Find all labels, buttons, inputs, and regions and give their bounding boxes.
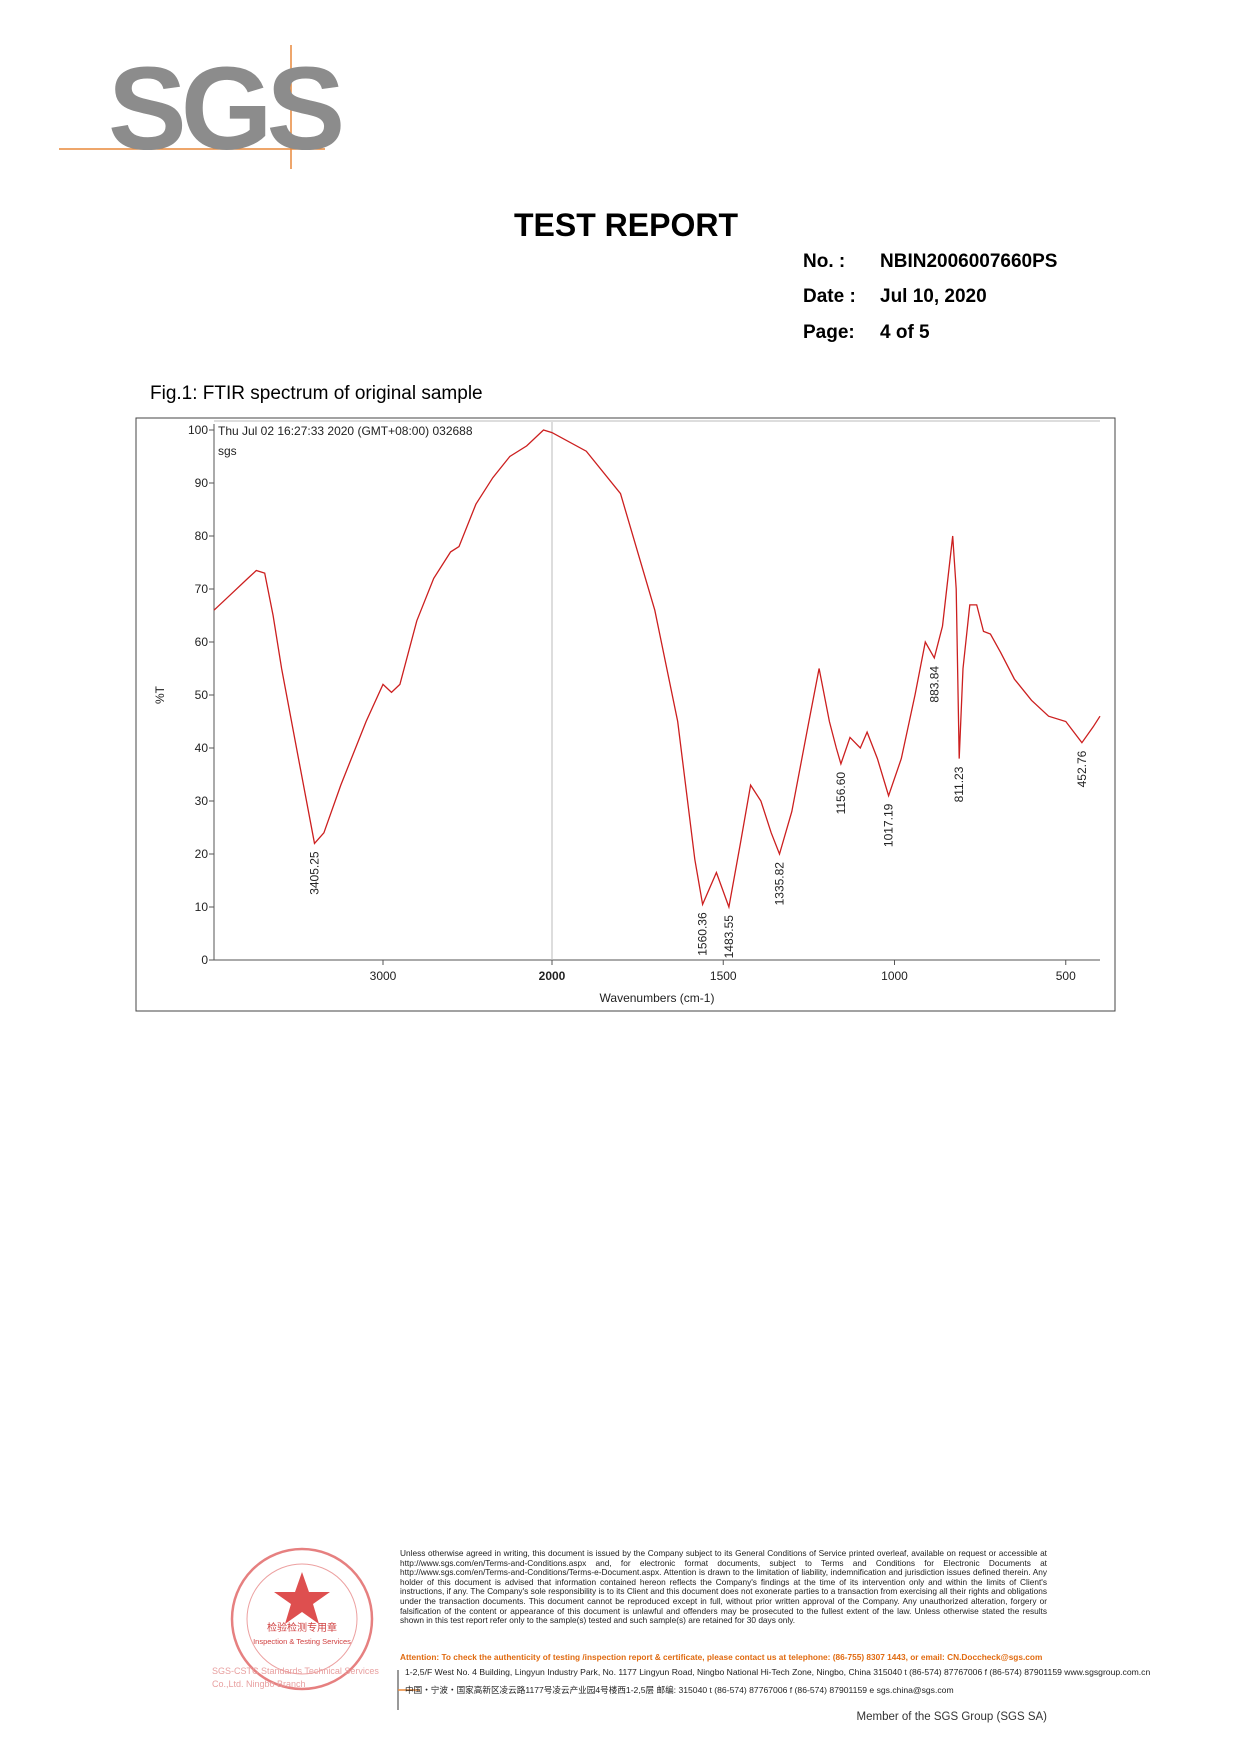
- y-tick-label: 10: [195, 900, 209, 914]
- field-label: Date :: [803, 286, 856, 307]
- peak-label: 1335.82: [772, 862, 786, 906]
- field-label: Page:: [803, 322, 855, 343]
- y-tick-label: 100: [188, 423, 208, 437]
- report-title: TEST REPORT: [513, 207, 738, 243]
- x-tick-label: 2000: [539, 969, 566, 983]
- field-value: Jul 10, 2020: [880, 286, 987, 307]
- y-tick-label: 50: [195, 688, 209, 702]
- y-tick-label: 20: [195, 847, 209, 861]
- annotation: Thu Jul 02 16:27:33 2020 (GMT+08:00) 032…: [218, 424, 473, 438]
- y-tick-label: 0: [201, 953, 208, 967]
- x-axis-label: Wavenumbers (cm-1): [600, 991, 715, 1005]
- figure-caption: Fig.1: FTIR spectrum of original sample: [150, 383, 483, 404]
- field-value: NBIN2006007660PS: [880, 251, 1058, 272]
- peak-label: 1483.55: [722, 915, 736, 959]
- field-value: 4 of 5: [880, 322, 930, 343]
- member-text: Member of the SGS Group (SGS SA): [856, 1711, 1047, 1723]
- y-tick-label: 70: [195, 582, 209, 596]
- y-tick-label: 80: [195, 529, 209, 543]
- y-tick-label: 60: [195, 635, 209, 649]
- x-tick-label: 1500: [710, 969, 737, 983]
- peak-label: 811.23: [952, 766, 966, 802]
- stamp: [230, 1547, 420, 1710]
- x-tick-label: 500: [1056, 969, 1076, 983]
- y-axis-label: %T: [153, 685, 167, 704]
- attention-text: Attention: To check the authenticity of …: [400, 1652, 1043, 1662]
- address: 中国・宁波・国家高新区凌云路1177号凌云产业园4号楼西1-2,5层 邮编: 3…: [405, 1685, 954, 1695]
- peak-label: 452.76: [1075, 750, 1089, 787]
- peak-label: 883.84: [927, 666, 941, 703]
- stamp-text: 检验检测专用章: [267, 1623, 337, 1634]
- legal-text: Unless otherwise agreed in writing, this…: [400, 1548, 1047, 1626]
- field-label: No. :: [803, 251, 846, 272]
- peak-label: 1017.19: [882, 803, 896, 847]
- company-name: SGS-CSTC Standards Technical Services Co…: [212, 1666, 379, 1689]
- peak-label: 1560.36: [696, 912, 710, 956]
- chart-frame: [135, 417, 1116, 1012]
- y-tick-label: 90: [195, 476, 209, 490]
- annotation: sgs: [218, 444, 237, 458]
- peak-label: 3405.25: [308, 851, 322, 895]
- logo-lines: [59, 45, 325, 169]
- y-tick-label: 30: [195, 794, 209, 808]
- chart: 0 10 20 30 40 50 60 70 80 90 100 3000 2000 1500 1000 50…: [135, 417, 1116, 1012]
- x-tick-label: 1000: [881, 969, 908, 983]
- address: 1-2,5/F West No. 4 Building, Lingyun Ind…: [405, 1667, 1151, 1677]
- stamp-text: Inspection & Testing Services: [253, 1637, 351, 1646]
- logo: SGS: [108, 43, 345, 175]
- spectrum-line: [213, 429, 1101, 910]
- peak-label: 1156.60: [834, 772, 848, 815]
- x-tick-label: 3000: [370, 969, 397, 983]
- y-tick-label: 40: [195, 741, 209, 755]
